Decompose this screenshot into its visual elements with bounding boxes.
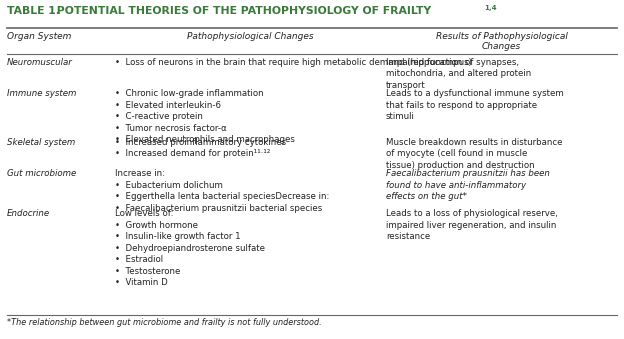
Text: POTENTIAL THEORIES OF THE PATHOPHYSIOLOGY OF FRAILTY: POTENTIAL THEORIES OF THE PATHOPHYSIOLOG… <box>53 6 431 16</box>
Text: Increase in:
•  Eubacterium dolichum
•  Eggerthella lenta bacterial speciesDecre: Increase in: • Eubacterium dolichum • Eg… <box>115 170 329 213</box>
Text: Results of Pathophysiological
Changes: Results of Pathophysiological Changes <box>436 32 567 52</box>
Text: Endocrine: Endocrine <box>7 210 50 219</box>
Text: Leads to a loss of physiological reserve,
impaired liver regeneration, and insul: Leads to a loss of physiological reserve… <box>386 210 558 241</box>
Text: Pathophysiological Changes: Pathophysiological Changes <box>187 32 314 41</box>
Text: •  Loss of neurons in the brain that require high metabolic demand (hippocampus): • Loss of neurons in the brain that requ… <box>115 58 472 67</box>
Text: TABLE 1.: TABLE 1. <box>7 6 60 16</box>
Text: Leads to a dysfunctional immune system
that fails to respond to appropriate
stim: Leads to a dysfunctional immune system t… <box>386 89 563 121</box>
Text: Faecalibacterium prausnitzii has been
found to have anti-inflammatory
effects on: Faecalibacterium prausnitzii has been fo… <box>386 170 550 201</box>
Text: Neuromuscular: Neuromuscular <box>7 58 73 67</box>
Text: •  Increased proinflammatory cytokines
•  Increased demand for protein¹¹‧¹²: • Increased proinflammatory cytokines • … <box>115 138 286 158</box>
Text: •  Chronic low-grade inflammation
•  Elevated interleukin-6
•  C-reactive protei: • Chronic low-grade inflammation • Eleva… <box>115 89 295 144</box>
Text: Organ System: Organ System <box>7 32 71 41</box>
Text: Impaired function of synapses,
mitochondria, and altered protein
transport: Impaired function of synapses, mitochond… <box>386 58 531 90</box>
Text: Muscle breakdown results in disturbance
of myocyte (cell found in muscle
tissue): Muscle breakdown results in disturbance … <box>386 138 562 170</box>
Text: Skeletal system: Skeletal system <box>7 138 76 147</box>
Text: Low levels of:
•  Growth hormone
•  Insulin-like growth factor 1
•  Dehydroepian: Low levels of: • Growth hormone • Insuli… <box>115 210 265 287</box>
Text: 1,4: 1,4 <box>484 5 497 11</box>
Text: Gut microbiome: Gut microbiome <box>7 170 76 179</box>
Text: *The relationship between gut microbiome and frailty is not fully understood.: *The relationship between gut microbiome… <box>7 318 322 327</box>
Text: Immune system: Immune system <box>7 89 76 99</box>
